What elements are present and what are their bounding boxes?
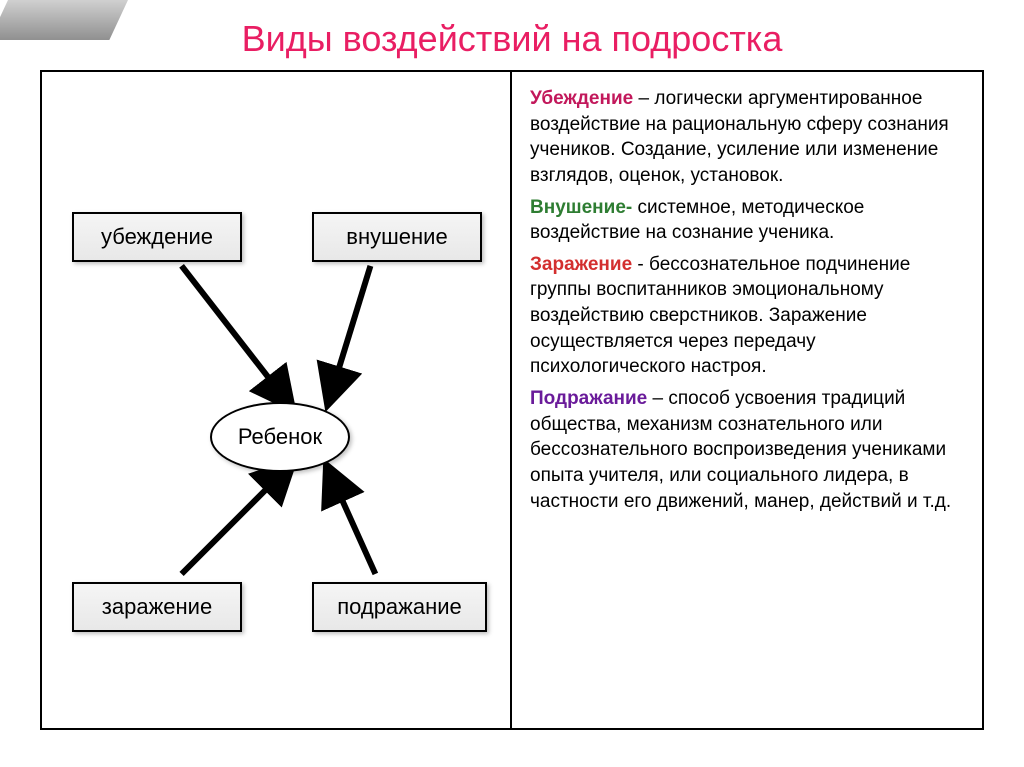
corner-decoration (0, 0, 128, 40)
term: Внушение- (530, 197, 632, 218)
node-label: подражание (337, 594, 462, 619)
content-frame: убеждение внушение заражение подражание … (40, 70, 984, 730)
slide-title: Виды воздействий на подростка (0, 0, 1024, 70)
influence-diagram: убеждение внушение заражение подражание … (42, 72, 510, 728)
term: Убеждение (530, 88, 633, 109)
definition-persuasion: Убеждение – логически аргументированное … (530, 86, 964, 189)
node-label: внушение (346, 224, 447, 249)
center-label: Ребенок (238, 424, 322, 450)
definition-suggestion: Внушение- системное, методическое воздей… (530, 195, 964, 246)
term: Заражение (530, 254, 632, 275)
node-infection: заражение (72, 582, 242, 632)
node-persuasion: убеждение (72, 212, 242, 262)
node-label: заражение (102, 594, 212, 619)
node-suggestion: внушение (312, 212, 482, 262)
node-child: Ребенок (210, 402, 350, 472)
node-label: убеждение (101, 224, 213, 249)
diagram-panel: убеждение внушение заражение подражание … (42, 72, 512, 728)
definition-imitation: Подражание – способ усвоения традиций об… (530, 386, 964, 514)
node-imitation: подражание (312, 582, 487, 632)
slide: Виды воздействий на подростка (0, 0, 1024, 767)
term: Подражание (530, 388, 647, 409)
definitions-panel: Убеждение – логически аргументированное … (512, 72, 982, 728)
definition-infection: Заражение - бессознательное подчинение г… (530, 252, 964, 380)
